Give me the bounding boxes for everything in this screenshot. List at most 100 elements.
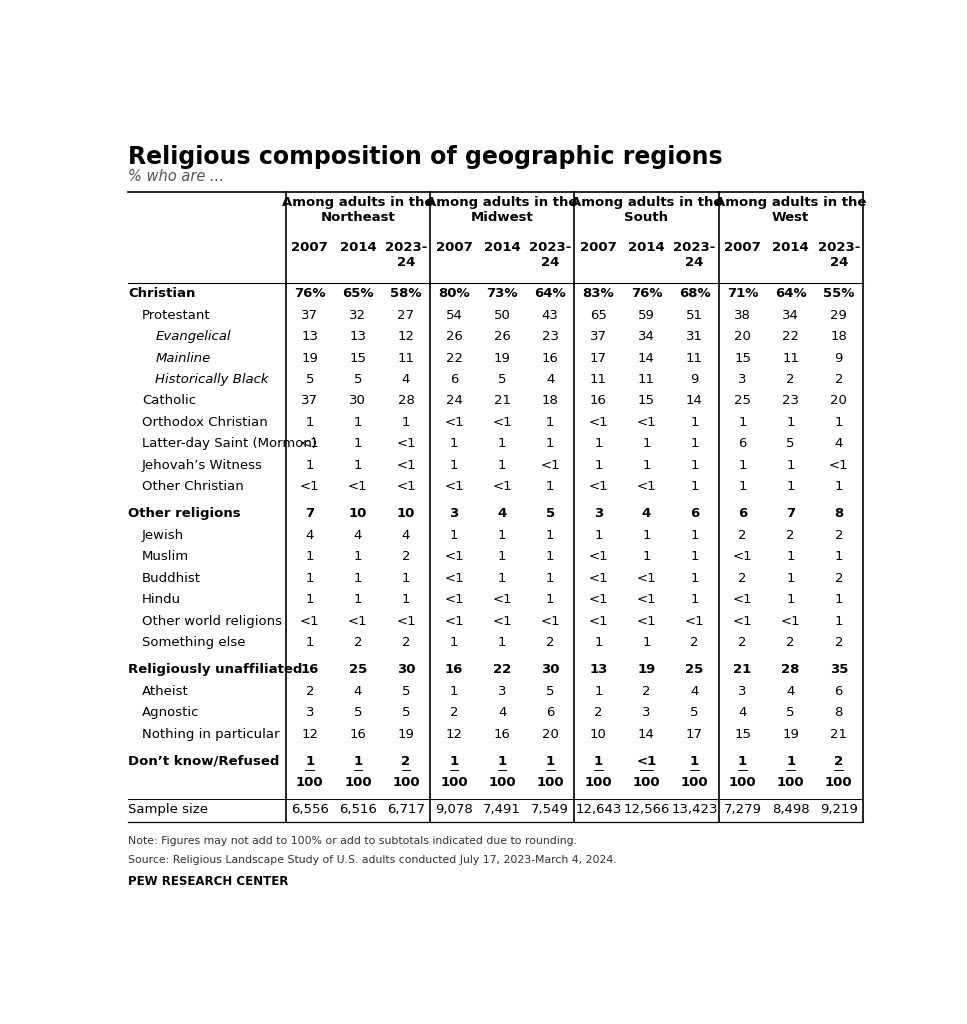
Text: <1: <1 [444, 593, 464, 606]
Text: Nothing in particular: Nothing in particular [142, 728, 279, 740]
Text: 12: 12 [397, 330, 415, 343]
Text: 2007: 2007 [580, 241, 617, 254]
Text: 5: 5 [786, 437, 795, 451]
Text: 35: 35 [830, 664, 848, 676]
Text: <1: <1 [685, 614, 704, 628]
Text: 76%: 76% [294, 287, 326, 300]
Text: 9: 9 [690, 373, 699, 386]
Text: <1: <1 [396, 480, 416, 494]
Text: <1: <1 [396, 459, 416, 472]
Text: <1: <1 [636, 755, 657, 768]
Text: 4: 4 [690, 685, 699, 697]
Text: 1: 1 [306, 755, 314, 768]
Text: <1: <1 [492, 614, 512, 628]
Text: 30: 30 [541, 664, 560, 676]
Text: 7,491: 7,491 [484, 804, 521, 816]
Text: 5: 5 [354, 707, 362, 719]
Text: 2: 2 [739, 571, 747, 585]
Text: 2014: 2014 [339, 241, 376, 254]
Text: 10: 10 [590, 728, 606, 740]
Text: 2: 2 [354, 636, 362, 649]
Text: 13,423: 13,423 [671, 804, 718, 816]
Text: 1: 1 [546, 550, 554, 563]
Text: 16: 16 [445, 664, 463, 676]
Text: <1: <1 [636, 416, 657, 429]
Text: 1: 1 [690, 416, 699, 429]
Text: 2014: 2014 [484, 241, 520, 254]
Text: 1: 1 [498, 550, 507, 563]
Text: 23: 23 [542, 330, 559, 343]
Text: 20: 20 [831, 394, 847, 408]
Text: 37: 37 [590, 330, 607, 343]
Text: 2: 2 [594, 707, 602, 719]
Text: 1: 1 [594, 437, 602, 451]
Text: <1: <1 [589, 550, 608, 563]
Text: <1: <1 [444, 480, 464, 494]
Text: 22: 22 [493, 664, 512, 676]
Text: 1: 1 [450, 755, 458, 768]
Text: <1: <1 [636, 571, 657, 585]
Text: 4: 4 [786, 685, 795, 697]
Text: 2007: 2007 [291, 241, 328, 254]
Text: 1: 1 [690, 480, 699, 494]
Text: 12: 12 [446, 728, 462, 740]
Text: 2: 2 [835, 529, 843, 542]
Text: 100: 100 [825, 776, 853, 790]
Text: 5: 5 [546, 685, 554, 697]
Text: 14: 14 [638, 351, 655, 365]
Text: 1: 1 [739, 459, 747, 472]
Text: 6,516: 6,516 [339, 804, 377, 816]
Text: 2007: 2007 [436, 241, 473, 254]
Text: 1: 1 [786, 416, 795, 429]
Text: 2023-
24: 2023- 24 [385, 241, 427, 269]
Text: 1: 1 [498, 529, 507, 542]
Text: Latter-day Saint (Mormon): Latter-day Saint (Mormon) [142, 437, 317, 451]
Text: 1: 1 [354, 550, 362, 563]
Text: <1: <1 [733, 593, 752, 606]
Text: Christian: Christian [129, 287, 195, 300]
Text: 4: 4 [835, 437, 843, 451]
Text: 1: 1 [594, 459, 602, 472]
Text: 2: 2 [739, 529, 747, 542]
Text: 1: 1 [546, 593, 554, 606]
Text: 1: 1 [690, 571, 699, 585]
Text: 76%: 76% [630, 287, 662, 300]
Text: 65%: 65% [342, 287, 373, 300]
Text: 2: 2 [835, 373, 843, 386]
Text: 50: 50 [494, 308, 511, 322]
Text: 19: 19 [397, 728, 415, 740]
Text: 6: 6 [689, 508, 699, 520]
Text: <1: <1 [396, 614, 416, 628]
Text: 1: 1 [786, 571, 795, 585]
Text: 3: 3 [498, 685, 507, 697]
Text: 1: 1 [786, 593, 795, 606]
Text: 37: 37 [302, 394, 318, 408]
Text: <1: <1 [492, 416, 512, 429]
Text: 13: 13 [349, 330, 366, 343]
Text: 2: 2 [401, 550, 410, 563]
Text: 34: 34 [638, 330, 655, 343]
Text: <1: <1 [733, 614, 752, 628]
Text: 16: 16 [542, 351, 559, 365]
Text: 15: 15 [734, 728, 751, 740]
Text: 2: 2 [690, 636, 699, 649]
Text: 1: 1 [739, 416, 747, 429]
Text: 3: 3 [739, 373, 747, 386]
Text: 1: 1 [306, 550, 314, 563]
Text: Atheist: Atheist [142, 685, 189, 697]
Text: 31: 31 [686, 330, 703, 343]
Text: 1: 1 [546, 437, 554, 451]
Text: 1: 1 [835, 480, 843, 494]
Text: Among adults in the
South: Among adults in the South [571, 197, 722, 224]
Text: <1: <1 [636, 480, 657, 494]
Text: 11: 11 [590, 373, 607, 386]
Text: 1: 1 [835, 550, 843, 563]
Text: <1: <1 [348, 614, 367, 628]
Text: 14: 14 [638, 728, 655, 740]
Text: 100: 100 [488, 776, 516, 790]
Text: 5: 5 [786, 707, 795, 719]
Text: 100: 100 [296, 776, 324, 790]
Text: 5: 5 [306, 373, 314, 386]
Text: 4: 4 [739, 707, 747, 719]
Text: <1: <1 [589, 416, 608, 429]
